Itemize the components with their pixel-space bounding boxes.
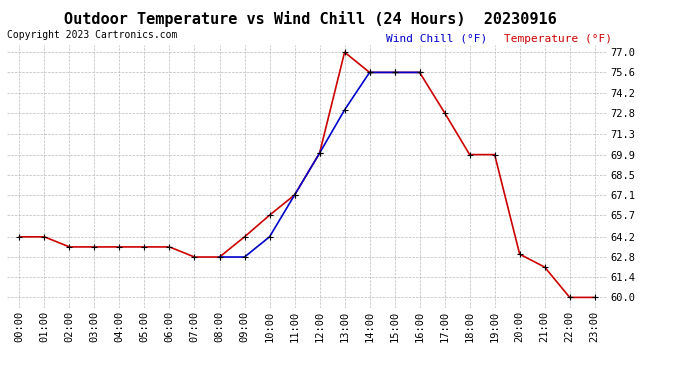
Text: Temperature (°F): Temperature (°F) bbox=[504, 34, 612, 44]
Text: Wind Chill (°F): Wind Chill (°F) bbox=[386, 34, 488, 44]
Text: Copyright 2023 Cartronics.com: Copyright 2023 Cartronics.com bbox=[7, 30, 177, 40]
Text: Outdoor Temperature vs Wind Chill (24 Hours)  20230916: Outdoor Temperature vs Wind Chill (24 Ho… bbox=[64, 11, 557, 27]
